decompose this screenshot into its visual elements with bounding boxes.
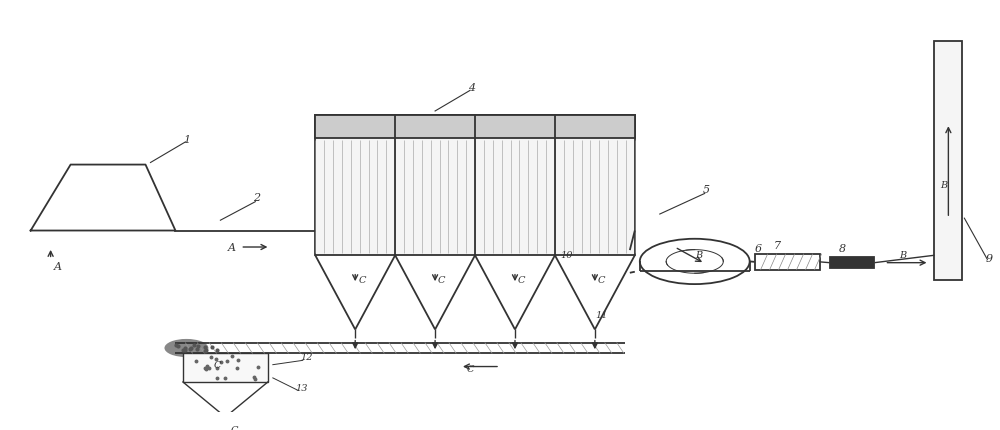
Text: 5: 5 <box>703 185 710 195</box>
Text: 6: 6 <box>755 244 762 254</box>
Text: 4: 4 <box>468 83 475 92</box>
Text: C: C <box>518 276 525 285</box>
Bar <box>934 42 962 280</box>
Text: A: A <box>227 243 235 252</box>
Bar <box>755 255 820 270</box>
Bar <box>183 353 268 382</box>
Text: B: B <box>899 250 907 259</box>
Text: 13: 13 <box>296 384 308 393</box>
Text: 12: 12 <box>301 352 313 361</box>
Text: 10: 10 <box>560 251 572 260</box>
Bar <box>315 116 635 138</box>
Text: 8: 8 <box>839 243 846 253</box>
Text: 7: 7 <box>774 240 781 250</box>
Text: C: C <box>466 364 474 373</box>
Text: 2: 2 <box>253 193 260 203</box>
Text: 9: 9 <box>985 254 992 264</box>
Text: 1: 1 <box>183 135 191 144</box>
Text: B: B <box>940 181 948 190</box>
Text: A: A <box>54 262 62 272</box>
Circle shape <box>164 339 208 357</box>
Text: C: C <box>438 276 446 285</box>
Text: C: C <box>598 276 605 285</box>
Text: C: C <box>230 424 238 430</box>
Text: C: C <box>358 276 366 285</box>
Bar <box>830 257 874 269</box>
Text: C: C <box>213 360 221 369</box>
Bar <box>315 116 635 256</box>
Text: B: B <box>695 251 702 260</box>
Text: 11: 11 <box>595 310 607 319</box>
